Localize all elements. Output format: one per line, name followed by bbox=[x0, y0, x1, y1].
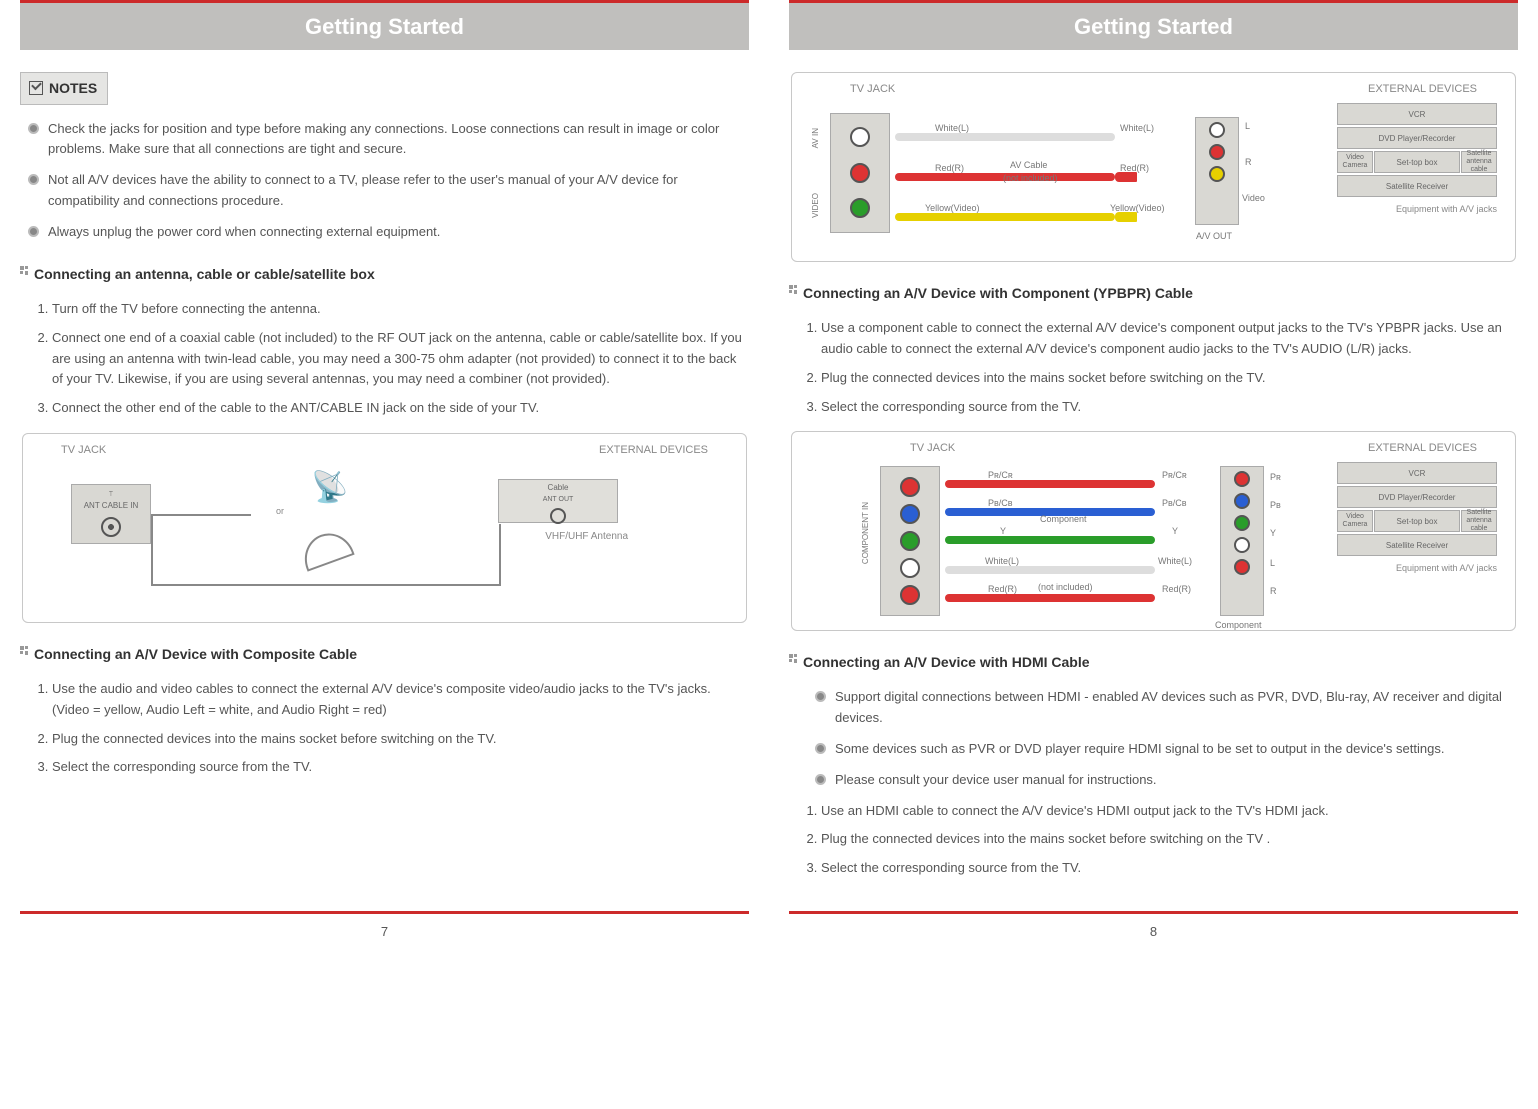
vhf-label: VHF/UHF Antenna bbox=[545, 529, 628, 545]
av-out-panel bbox=[1195, 117, 1239, 225]
step: Turn off the TV before connecting the an… bbox=[52, 299, 749, 320]
page-left: Getting Started NOTES Check the jacks fo… bbox=[20, 0, 749, 943]
satellite-dish-icon bbox=[297, 526, 354, 571]
notes-text: NOTES bbox=[49, 77, 97, 99]
component-diagram: TV JACK EXTERNAL DEVICES COMPONENT IN Pʀ… bbox=[791, 431, 1516, 631]
antenna-steps: Turn off the TV before connecting the an… bbox=[20, 299, 749, 419]
bullet: Some devices such as PVR or DVD player r… bbox=[813, 739, 1518, 760]
page-right: Getting Started TV JACK EXTERNAL DEVICES… bbox=[789, 0, 1518, 943]
av-in-label: AV IN bbox=[810, 128, 823, 148]
hdmi-steps: Use an HDMI cable to connect the A/V dev… bbox=[789, 801, 1518, 879]
ant-cable-in-jack: ⟙ ANT CABLE IN bbox=[71, 484, 151, 544]
check-icon bbox=[29, 81, 43, 95]
header-bar-right: Getting Started bbox=[789, 0, 1518, 50]
ext-devices-label: EXTERNAL DEVICES bbox=[1368, 440, 1477, 458]
antenna-icon: 📡 bbox=[311, 464, 348, 512]
ext-device: Satellite Receiver bbox=[1337, 175, 1497, 197]
equipment-note: Equipment with A/V jacks bbox=[1337, 202, 1497, 216]
step: Use the audio and video cables to connec… bbox=[52, 679, 749, 721]
bullet: Please consult your device user manual f… bbox=[813, 770, 1518, 791]
header-bar-left: Getting Started bbox=[20, 0, 749, 50]
component-out-panel bbox=[1220, 466, 1264, 616]
step: Connect one end of a coaxial cable (not … bbox=[52, 328, 749, 390]
section-heading-composite: Connecting an A/V Device with Composite … bbox=[20, 643, 749, 665]
step: Connect the other end of the cable to th… bbox=[52, 398, 749, 419]
page-footer-left: 7 bbox=[20, 911, 749, 943]
video-side-label: VIDEO bbox=[810, 193, 823, 218]
tv-jack-label: TV JACK bbox=[61, 442, 106, 460]
cable-box: Cable ANT OUT bbox=[498, 479, 618, 523]
step: Select the corresponding source from the… bbox=[821, 397, 1518, 418]
notes-list: Check the jacks for position and type be… bbox=[20, 119, 749, 243]
bullet: Support digital connections between HDMI… bbox=[813, 687, 1518, 729]
tv-jack-panel bbox=[830, 113, 890, 233]
step: Select the corresponding source from the… bbox=[52, 757, 749, 778]
ext-device: DVD Player/Recorder bbox=[1337, 127, 1497, 149]
section-heading-hdmi: Connecting an A/V Device with HDMI Cable bbox=[789, 651, 1518, 673]
ext-devices-label: EXTERNAL DEVICES bbox=[599, 442, 708, 460]
step: Use a component cable to connect the ext… bbox=[821, 318, 1518, 360]
note-item: Always unplug the power cord when connec… bbox=[26, 222, 749, 243]
composite-steps: Use the audio and video cables to connec… bbox=[20, 679, 749, 778]
external-devices-stack: VCR DVD Player/Recorder Video Camera Set… bbox=[1337, 462, 1497, 575]
step: Plug the connected devices into the main… bbox=[52, 729, 749, 750]
step: Use an HDMI cable to connect the A/V dev… bbox=[821, 801, 1518, 822]
tv-jack-label: TV JACK bbox=[910, 440, 955, 458]
note-item: Not all A/V devices have the ability to … bbox=[26, 170, 749, 212]
step: Select the corresponding source from the… bbox=[821, 858, 1518, 879]
external-devices-stack: VCR DVD Player/Recorder Video Camera Set… bbox=[1337, 103, 1497, 216]
component-steps: Use a component cable to connect the ext… bbox=[789, 318, 1518, 417]
page-footer-right: 8 bbox=[789, 911, 1518, 943]
ext-device: VCR bbox=[1337, 103, 1497, 125]
section-heading-antenna: Connecting an antenna, cable or cable/sa… bbox=[20, 263, 749, 285]
step: Plug the connected devices into the main… bbox=[821, 829, 1518, 850]
antenna-diagram: TV JACK EXTERNAL DEVICES ⟙ ANT CABLE IN … bbox=[22, 433, 747, 623]
section-heading-component: Connecting an A/V Device with Component … bbox=[789, 282, 1518, 304]
note-item: Check the jacks for position and type be… bbox=[26, 119, 749, 161]
component-panel bbox=[880, 466, 940, 616]
notes-label: NOTES bbox=[20, 72, 108, 104]
or-label: or bbox=[276, 504, 284, 518]
tv-jack-label: TV JACK bbox=[850, 81, 895, 99]
step: Plug the connected devices into the main… bbox=[821, 368, 1518, 389]
hdmi-bullets: Support digital connections between HDMI… bbox=[807, 687, 1518, 790]
composite-diagram: TV JACK EXTERNAL DEVICES AV IN VIDEO Whi… bbox=[791, 72, 1516, 262]
page-number: 7 bbox=[381, 924, 388, 939]
page-number: 8 bbox=[1150, 924, 1157, 939]
ext-devices-label: EXTERNAL DEVICES bbox=[1368, 81, 1477, 99]
